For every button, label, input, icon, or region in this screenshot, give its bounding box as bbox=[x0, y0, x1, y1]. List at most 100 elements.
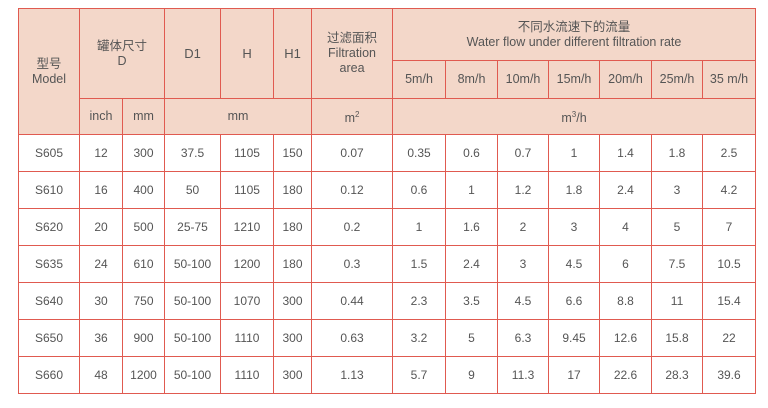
value-cell: 6 bbox=[599, 245, 653, 283]
value-cell: 20 bbox=[79, 208, 123, 246]
model-cell: S635 bbox=[18, 245, 80, 283]
value-cell: 24 bbox=[79, 245, 123, 283]
tank-size-header: 罐体尺寸 D bbox=[78, 8, 166, 99]
value-cell: 50 bbox=[164, 171, 222, 209]
value-cell: 22 bbox=[702, 319, 757, 357]
flow-header: 不同水流速下的流量 Water flow under different filt… bbox=[392, 8, 757, 61]
value-cell: 750 bbox=[121, 282, 166, 320]
rate-header: 15m/h bbox=[548, 60, 601, 99]
value-cell: 900 bbox=[121, 319, 166, 357]
value-cell: 37.5 bbox=[164, 134, 222, 172]
value-cell: 1110 bbox=[220, 319, 275, 357]
table-row: S620 20 500 25-75 1210 180 0.2 1 1.6 2 3 4 5 7 bbox=[18, 208, 757, 246]
unit-dims-mm: mm bbox=[164, 98, 313, 135]
value-cell: 4 bbox=[599, 208, 653, 246]
value-cell: 7.5 bbox=[651, 245, 704, 283]
value-cell: 300 bbox=[273, 356, 313, 394]
model-cell: S605 bbox=[18, 134, 80, 172]
value-cell: 0.2 bbox=[311, 208, 394, 246]
value-cell: 1105 bbox=[220, 171, 275, 209]
value-cell: 9.45 bbox=[548, 319, 601, 357]
rate-header: 5m/h bbox=[392, 60, 447, 99]
value-cell: 50-100 bbox=[164, 319, 222, 357]
value-cell: 4.5 bbox=[548, 245, 601, 283]
value-cell: 1.13 bbox=[311, 356, 394, 394]
value-cell: 15.4 bbox=[702, 282, 757, 320]
value-cell: 11.3 bbox=[497, 356, 550, 394]
value-cell: 150 bbox=[273, 134, 313, 172]
value-cell: 1 bbox=[392, 208, 447, 246]
value-cell: 1 bbox=[445, 171, 499, 209]
value-cell: 4.2 bbox=[702, 171, 757, 209]
model-cell: S650 bbox=[18, 319, 80, 357]
value-cell: 50-100 bbox=[164, 356, 222, 394]
h1-header: H1 bbox=[273, 8, 313, 99]
value-cell: 39.6 bbox=[702, 356, 757, 394]
value-cell: 5.7 bbox=[392, 356, 447, 394]
value-cell: 17 bbox=[548, 356, 601, 394]
value-cell: 15.8 bbox=[651, 319, 704, 357]
table-row: S660 48 1200 50-100 1110 300 1.13 5.7 9 11.3 17 22.… bbox=[18, 356, 757, 394]
value-cell: 0.07 bbox=[311, 134, 394, 172]
value-cell: 1.4 bbox=[599, 134, 653, 172]
value-cell: 0.6 bbox=[392, 171, 447, 209]
value-cell: 300 bbox=[121, 134, 166, 172]
value-cell: 180 bbox=[273, 245, 313, 283]
value-cell: 3 bbox=[497, 245, 550, 283]
value-cell: 12 bbox=[79, 134, 123, 172]
value-cell: 4.5 bbox=[497, 282, 550, 320]
model-cell: S660 bbox=[18, 356, 80, 394]
value-cell: 1210 bbox=[220, 208, 275, 246]
value-cell: 3 bbox=[651, 171, 704, 209]
value-cell: 0.63 bbox=[311, 319, 394, 357]
value-cell: 1070 bbox=[220, 282, 275, 320]
value-cell: 0.6 bbox=[445, 134, 499, 172]
unit-area: m2 bbox=[311, 98, 394, 135]
table-row: S640 30 750 50-100 1070 300 0.44 2.3 3.5 4.5 6.6 8.… bbox=[18, 282, 757, 320]
model-cell: S640 bbox=[18, 282, 80, 320]
value-cell: 10.5 bbox=[702, 245, 757, 283]
rate-header: 35 m/h bbox=[702, 60, 757, 99]
value-cell: 1105 bbox=[220, 134, 275, 172]
value-cell: 5 bbox=[445, 319, 499, 357]
value-cell: 0.44 bbox=[311, 282, 394, 320]
value-cell: 0.7 bbox=[497, 134, 550, 172]
table-row: S650 36 900 50-100 1110 300 0.63 3.2 5 6.3 9.45 12.… bbox=[18, 319, 757, 357]
value-cell: 7 bbox=[702, 208, 757, 246]
value-cell: 48 bbox=[79, 356, 123, 394]
value-cell: 50-100 bbox=[164, 282, 222, 320]
rate-header: 8m/h bbox=[445, 60, 499, 99]
value-cell: 16 bbox=[79, 171, 123, 209]
value-cell: 2.4 bbox=[445, 245, 499, 283]
unit-flow: m3/h bbox=[392, 98, 757, 135]
table-row: S610 16 400 50 1105 180 0.12 0.6 1 1.2 1.8 2.4 3 4.2 bbox=[18, 171, 757, 209]
h-header: H bbox=[220, 8, 275, 99]
value-cell: 12.6 bbox=[599, 319, 653, 357]
value-cell: 1200 bbox=[121, 356, 166, 394]
value-cell: 3 bbox=[548, 208, 601, 246]
rate-header: 20m/h bbox=[599, 60, 653, 99]
filter-spec-table: 型号 Model 罐体尺寸 D D1 H H1 过滤面积 Filtration area… bbox=[18, 8, 757, 394]
value-cell: 0.3 bbox=[311, 245, 394, 283]
value-cell: 0.12 bbox=[311, 171, 394, 209]
value-cell: 5 bbox=[651, 208, 704, 246]
model-header: 型号 Model bbox=[18, 8, 80, 135]
value-cell: 30 bbox=[79, 282, 123, 320]
value-cell: 300 bbox=[273, 319, 313, 357]
value-cell: 22.6 bbox=[599, 356, 653, 394]
table-row: S635 24 610 50-100 1200 180 0.3 1.5 2.4 3 4.5 6 7.5 1… bbox=[18, 245, 757, 283]
value-cell: 2.4 bbox=[599, 171, 653, 209]
value-cell: 0.35 bbox=[392, 134, 447, 172]
value-cell: 2 bbox=[497, 208, 550, 246]
value-cell: 2.3 bbox=[392, 282, 447, 320]
value-cell: 25-75 bbox=[164, 208, 222, 246]
rate-header: 10m/h bbox=[497, 60, 550, 99]
value-cell: 180 bbox=[273, 171, 313, 209]
value-cell: 500 bbox=[121, 208, 166, 246]
value-cell: 9 bbox=[445, 356, 499, 394]
value-cell: 1.8 bbox=[548, 171, 601, 209]
value-cell: 1 bbox=[548, 134, 601, 172]
value-cell: 6.3 bbox=[497, 319, 550, 357]
model-cell: S620 bbox=[18, 208, 80, 246]
value-cell: 1110 bbox=[220, 356, 275, 394]
